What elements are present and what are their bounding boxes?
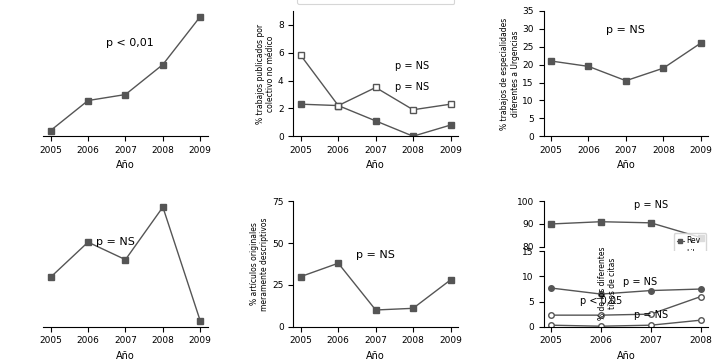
Text: p = NS: p = NS <box>623 277 656 287</box>
Técnicos de transporte sanitario <box>372 119 380 123</box>
X-axis label: Año: Año <box>616 160 636 171</box>
X-axis label: Año: Año <box>116 351 135 361</box>
Técnicos de transporte sanitario <box>409 134 418 138</box>
Text: p = NS: p = NS <box>96 237 134 247</box>
X-axis label: Año: Año <box>366 351 385 361</box>
X-axis label: Año: Año <box>116 160 135 171</box>
Legend: Técnicos de transporte sanitario: Técnicos de transporte sanitario <box>297 0 454 4</box>
Text: p = NS: p = NS <box>634 310 668 320</box>
Técnicos de transporte sanitario <box>296 102 305 106</box>
Text: % de los diferentes
tipos de citas: % de los diferentes tipos de citas <box>598 246 617 320</box>
Text: p = NS: p = NS <box>634 200 668 210</box>
Text: p < 0,01: p < 0,01 <box>106 38 153 48</box>
Y-axis label: % trabajos de especialidades
diferentes a Urgencias: % trabajos de especialidades diferentes … <box>500 17 520 130</box>
Text: p = NS: p = NS <box>395 61 429 70</box>
Text: p < 0,05: p < 0,05 <box>580 296 622 306</box>
Text: p = NS: p = NS <box>356 250 395 260</box>
Técnicos de transporte sanitario <box>334 103 342 108</box>
Y-axis label: % artículos originales
meramente descriptivos: % artículos originales meramente descrip… <box>250 217 270 311</box>
X-axis label: Año: Año <box>616 351 636 361</box>
Y-axis label: % trabajos publicados por
colectivo no médico: % trabajos publicados por colectivo no m… <box>256 24 275 124</box>
Line: Técnicos de transporte sanitario: Técnicos de transporte sanitario <box>298 101 453 139</box>
Text: p = NS: p = NS <box>395 82 429 92</box>
X-axis label: Año: Año <box>366 160 385 171</box>
Técnicos de transporte sanitario <box>446 123 455 127</box>
Text: p = NS: p = NS <box>606 25 645 36</box>
Legend: Rev, Lib, Con, Web: Rev, Lib, Con, Web <box>674 233 706 287</box>
